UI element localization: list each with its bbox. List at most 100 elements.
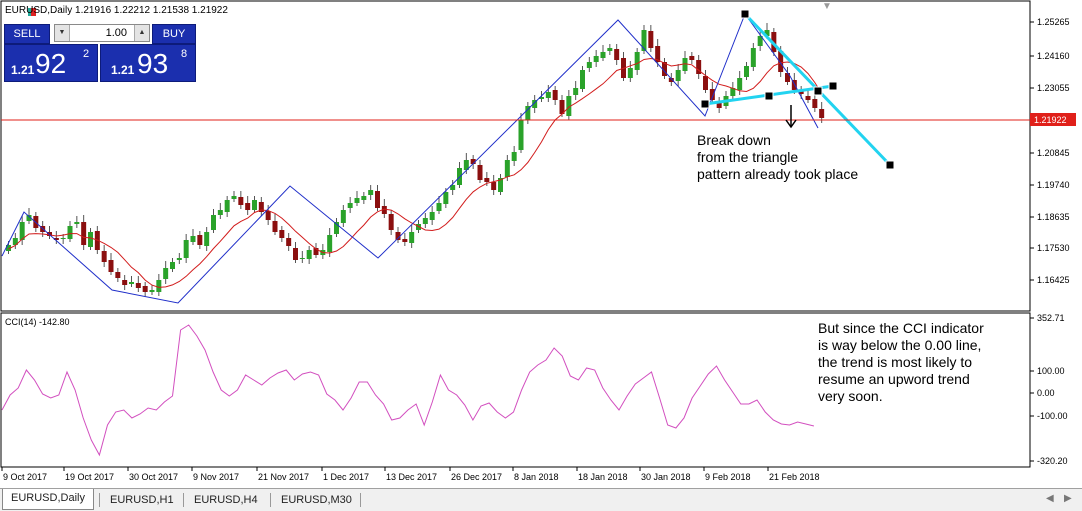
buy-button[interactable]: BUY: [152, 24, 196, 44]
price-tick-label: 1.17530: [1037, 243, 1070, 253]
tab-eurusd-daily[interactable]: EURUSD,Daily: [2, 489, 94, 510]
tab-eurusd-m30[interactable]: EURUSD,M30: [281, 494, 352, 506]
candle-body: [211, 215, 216, 230]
time-tick-label: 30 Jan 2018: [641, 472, 691, 482]
time-tick-label: 30 Oct 2017: [129, 472, 178, 482]
buy-price-fraction: 8: [181, 48, 188, 60]
candle-body: [53, 238, 59, 240]
window-title: EURUSD,Daily 1.21916 1.22212 1.21538 1.2…: [5, 5, 228, 16]
candle-body: [74, 222, 80, 224]
candle-body: [245, 203, 251, 210]
candle-body: [142, 286, 148, 292]
buy-price-button[interactable]: 1.21 93 8: [100, 44, 196, 82]
candle-body: [498, 178, 503, 192]
sell-button[interactable]: SELL: [4, 24, 50, 44]
candle-body: [238, 197, 244, 205]
candle-body: [586, 62, 592, 68]
candle-body: [764, 30, 770, 36]
price-tick-label: 1.20845: [1037, 148, 1070, 158]
triangle-handle: [700, 99, 710, 109]
candle-body: [258, 202, 264, 212]
price-tick-label: 1.16425: [1037, 275, 1070, 285]
candle-body: [518, 120, 524, 150]
time-tick-label: 21 Feb 2018: [769, 472, 820, 482]
tab-scroll-left-icon[interactable]: ◀: [1046, 493, 1054, 504]
candle-body: [395, 232, 401, 240]
candle-body: [668, 78, 674, 82]
time-tick-label: 19 Oct 2017: [65, 472, 114, 482]
cci-annotation: But since the CCI indicator is way below…: [818, 320, 984, 404]
moving-average-line: [8, 57, 823, 288]
price-tick-label: 1.19740: [1037, 180, 1070, 190]
candle-body: [785, 73, 790, 82]
candle-body: [347, 203, 353, 208]
candle-body: [675, 70, 681, 81]
candle-body: [545, 92, 551, 98]
candle-body: [204, 232, 210, 246]
candle-body: [716, 101, 722, 108]
candle-body: [231, 196, 237, 199]
time-tick-label: 21 Nov 2017: [258, 472, 309, 482]
candle-body: [163, 268, 169, 279]
time-tick-label: 9 Oct 2017: [3, 472, 47, 482]
candle-body: [217, 210, 223, 215]
lot-size-input[interactable]: ▼ 1.00 ▲: [54, 24, 150, 42]
candle-body: [511, 152, 517, 161]
lot-decrease-icon[interactable]: ▼: [55, 25, 70, 41]
candle-body: [388, 214, 394, 230]
candle-body: [696, 60, 702, 74]
candle-body: [648, 31, 654, 48]
candle-body: [559, 100, 565, 114]
price-tick-label: 1.23055: [1037, 83, 1070, 93]
candle-body: [402, 239, 408, 242]
candle-body: [108, 260, 114, 272]
collapse-icon[interactable]: ▼: [822, 1, 832, 12]
triangle-handle: [764, 91, 774, 101]
candle-body: [504, 160, 510, 177]
cci-tick-label: -320.20: [1037, 456, 1068, 466]
candle-body: [340, 210, 346, 223]
sell-price-button[interactable]: 1.21 92 2: [4, 44, 98, 82]
candle-body: [252, 200, 257, 210]
current-price-marker: 1.21922: [1030, 113, 1076, 126]
candle-body: [149, 290, 155, 292]
lot-increase-icon[interactable]: ▲: [134, 25, 149, 41]
time-tick-label: 1 Dec 2017: [323, 472, 369, 482]
candle-body: [750, 48, 756, 67]
candle-body: [798, 90, 804, 94]
tab-eurusd-h1[interactable]: EURUSD,H1: [110, 494, 174, 506]
candle-body: [156, 280, 162, 292]
triangle-pattern[interactable]: [700, 9, 895, 170]
candle-body: [819, 109, 825, 118]
time-tick-label: 18 Jan 2018: [578, 472, 628, 482]
price-tick-label: 1.25265: [1037, 17, 1070, 27]
buy-price-prefix: 1.21: [111, 63, 135, 77]
tab-eurusd-h4[interactable]: EURUSD,H4: [194, 494, 258, 506]
time-tick-label: 9 Nov 2017: [193, 472, 239, 482]
cci-tick-label: 0.00: [1037, 388, 1055, 398]
lot-size-value[interactable]: 1.00: [105, 27, 127, 39]
candle-body: [299, 258, 305, 259]
candle-body: [532, 100, 538, 108]
price-axis: 1.25265 1.24160 1.23055 1.20845 1.19740 1.186…: [1030, 17, 1070, 285]
window-icon: [28, 8, 36, 16]
candle-body: [812, 99, 818, 108]
candle-body: [614, 49, 620, 60]
candle-body: [566, 96, 572, 116]
candle-body: [327, 235, 333, 252]
candle-body: [744, 66, 749, 77]
candle-body: [422, 218, 428, 224]
sell-price-fraction: 2: [83, 48, 90, 60]
buy-price-pips: 93: [137, 48, 169, 79]
candle-body: [293, 248, 298, 260]
chart-tabs-bar: EURUSD,Daily EURUSD,H1 EURUSD,H4 EURUSD,…: [0, 488, 1082, 511]
candle-body: [279, 230, 285, 238]
candle-body: [641, 30, 647, 51]
triangle-handle: [813, 86, 823, 96]
candle-body: [730, 88, 736, 96]
chart-area[interactable]: 1.25265 1.24160 1.23055 1.20845 1.19740 1.186…: [0, 0, 1082, 488]
candle-body: [778, 51, 784, 72]
candle-body: [368, 190, 374, 195]
candle-body: [737, 78, 743, 90]
tab-scroll-right-icon[interactable]: ▶: [1064, 493, 1072, 504]
